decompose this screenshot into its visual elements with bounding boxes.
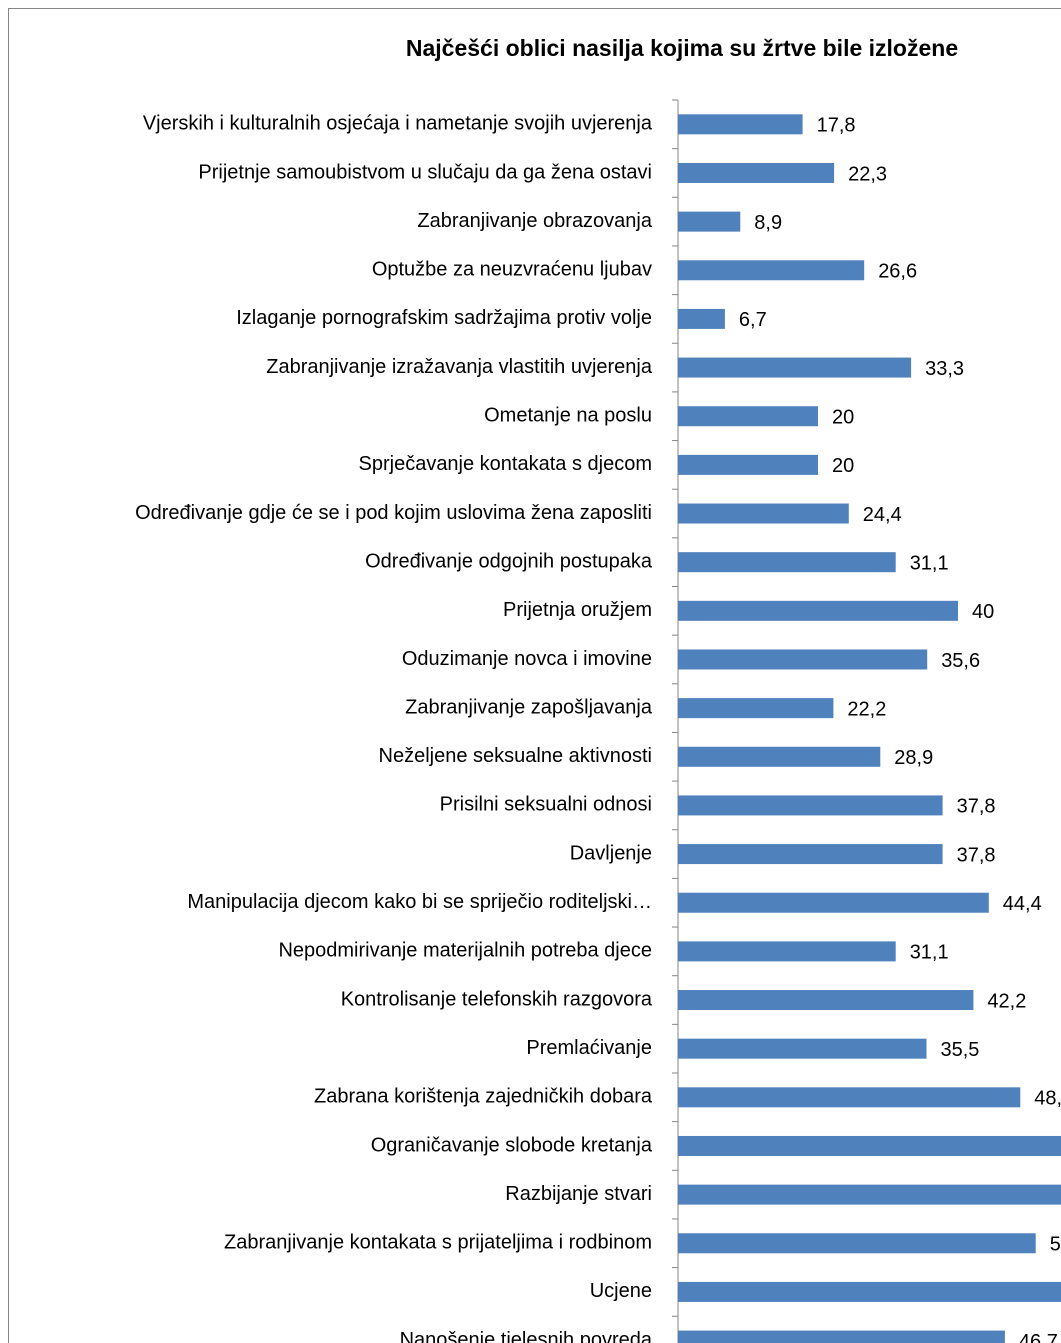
bar <box>678 941 896 962</box>
bar <box>678 892 989 913</box>
category-label: Ograničavanje slobode kretanja <box>371 1134 653 1156</box>
value-label: 22,3 <box>848 163 887 185</box>
category-label: Optužbe za neuzvraćenu ljubav <box>372 259 652 281</box>
value-label: 33,3 <box>925 358 964 380</box>
value-label: 31,1 <box>910 942 949 964</box>
bar <box>678 162 835 183</box>
bar <box>678 600 958 621</box>
bar <box>678 357 912 378</box>
bar <box>678 1281 1061 1302</box>
category-label: Zabranjivanje zapošljavanja <box>405 696 653 718</box>
value-label: 6,7 <box>739 309 767 331</box>
bar <box>678 746 881 767</box>
bar <box>678 649 928 670</box>
chart-title: Najčešći oblici nasilja kojima su žrtve … <box>406 35 958 61</box>
bar <box>678 114 803 135</box>
chart-frame <box>8 8 1061 1343</box>
bar <box>678 1184 1061 1205</box>
category-label: Ometanje na poslu <box>484 405 652 427</box>
category-label: Kontrolisanje telefonskih razgovora <box>341 988 653 1010</box>
value-label: 35,5 <box>941 1039 980 1061</box>
value-label: 20 <box>832 407 854 429</box>
value-label: 22,2 <box>847 698 886 720</box>
category-label: Manipulacija djecom kako bi se spriječio… <box>187 891 652 913</box>
bar <box>678 844 943 865</box>
value-label: 8,9 <box>754 212 782 234</box>
value-label: 42,2 <box>987 990 1026 1012</box>
bar <box>678 552 896 573</box>
bar <box>678 211 741 232</box>
bar <box>678 1087 1021 1108</box>
value-label: 35,6 <box>941 650 980 672</box>
category-label: Određivanje gdje će se i pod kojim uslov… <box>135 502 652 524</box>
value-label: 37,8 <box>957 796 996 818</box>
bar <box>678 1038 927 1059</box>
bar <box>678 406 818 427</box>
category-label: Nanošenje tjelesnih povreda <box>400 1329 653 1343</box>
category-label: Zabranjivanje kontakata s prijateljima i… <box>224 1232 652 1254</box>
category-label: Zabranjivanje obrazovanja <box>417 210 652 232</box>
value-label: 17,8 <box>817 115 856 137</box>
value-label: 28,9 <box>894 747 933 769</box>
value-label: 51,1 <box>1050 1234 1061 1256</box>
bar <box>678 503 849 524</box>
bar <box>678 1330 1005 1343</box>
category-label: Oduzimanje novca i imovine <box>402 648 652 670</box>
bar <box>678 1135 1061 1156</box>
category-label: Neželjene seksualne aktivnosti <box>379 745 653 767</box>
value-label: 44,4 <box>1003 893 1042 915</box>
category-label: Premlaćivanje <box>526 1037 652 1059</box>
bar <box>678 795 943 816</box>
value-label: 24,4 <box>863 504 902 526</box>
category-label: Razbijanje stvari <box>505 1183 652 1205</box>
category-label: Određivanje odgojnih postupaka <box>365 550 653 572</box>
category-label: Izlaganje pornografskim sadržajima proti… <box>236 307 652 329</box>
category-label: Nepodmirivanje materijalnih potreba djec… <box>278 940 652 962</box>
bar <box>678 260 865 281</box>
category-label: Prijetnje samoubistvom u slučaju da ga ž… <box>198 161 652 183</box>
value-label: 46,7 <box>1019 1331 1058 1343</box>
category-label: Davljenje <box>570 842 652 864</box>
value-label: 48,9 <box>1034 1088 1061 1110</box>
value-label: 26,6 <box>878 261 917 283</box>
bar <box>678 698 834 719</box>
bar <box>678 308 725 329</box>
category-label: Vjerskih i kulturalnih osjećaja i nameta… <box>143 113 653 135</box>
bar <box>678 454 818 475</box>
value-label: 37,8 <box>957 844 996 866</box>
value-label: 31,1 <box>910 552 949 574</box>
category-label: Sprječavanje kontakata s djecom <box>359 453 653 475</box>
value-label: 20 <box>832 455 854 477</box>
value-label: 40 <box>972 601 994 623</box>
category-label: Zabranjivanje izražavanja vlastitih uvje… <box>266 356 653 378</box>
bar <box>678 990 974 1011</box>
category-label: Zabrana korištenja zajedničkih dobara <box>314 1086 653 1108</box>
category-label: Prisilni seksualni odnosi <box>440 794 652 816</box>
category-label: Ucjene <box>590 1280 652 1302</box>
bar <box>678 1233 1036 1254</box>
category-label: Prijetnja oružjem <box>503 599 652 621</box>
